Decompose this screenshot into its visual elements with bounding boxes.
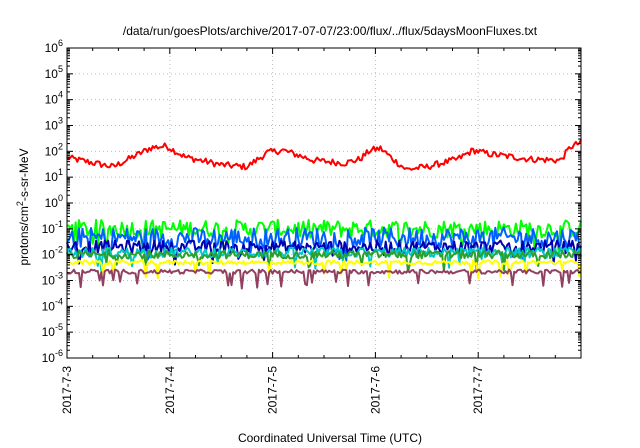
series-line-0: [66, 139, 582, 171]
y-tick-label: 10-4: [42, 296, 63, 313]
y-tick-label: 10-6: [42, 348, 63, 365]
x-axis: 2017-7-3 2017-7-4 2017-7-5 2017-7-6 2017-7-7: [60, 48, 556, 414]
y-tick-label: 101: [45, 167, 63, 184]
series-line-6: [66, 259, 582, 280]
x-tick-label: 2017-7-5: [266, 366, 280, 414]
series-line-5: [66, 249, 582, 275]
x-axis-label: Coordinated Universal Time (UTC): [238, 431, 422, 445]
series-line-2: [66, 226, 582, 262]
y-tick-label: 10-1: [42, 219, 63, 236]
series-line-7: [66, 268, 582, 290]
y-axis-label: protons/cm2-s-sr-MeV: [15, 148, 31, 265]
x-tick-label: 2017-7-7: [471, 366, 485, 414]
x-tick-label: 2017-7-6: [368, 366, 382, 414]
y-tick-label: 10-5: [42, 322, 63, 339]
y-tick-label: 103: [45, 116, 63, 133]
y-tick-label: 104: [45, 90, 63, 107]
y-tick-label: 10-3: [42, 271, 63, 288]
grid-lines: [67, 48, 581, 358]
y-axis: 106 105 104 103 102 101 100 10-1 10-2 10-3 10-4 10-…: [42, 38, 581, 365]
x-tick-label: 2017-7-4: [163, 366, 177, 414]
y-tick-label: 105: [45, 64, 63, 81]
y-tick-label: 100: [45, 193, 63, 210]
y-tick-label: 10-2: [42, 245, 63, 262]
series-line-3: [66, 239, 582, 266]
x-tick-label: 2017-7-3: [60, 366, 74, 414]
y-tick-label: 102: [45, 141, 63, 158]
series-layer: [66, 139, 582, 290]
y-tick-label: 106: [45, 38, 63, 55]
chart-title: /data/run/goesPlots/archive/2017-07-07/2…: [123, 24, 538, 38]
